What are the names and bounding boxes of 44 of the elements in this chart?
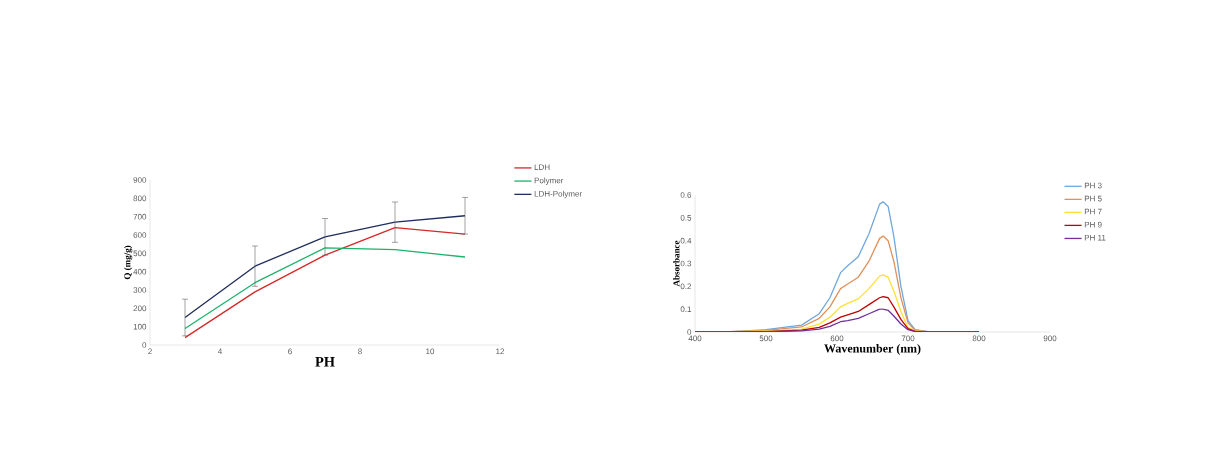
x-tick-label: 900 xyxy=(1043,335,1057,342)
legend-label: LDH xyxy=(534,164,550,170)
legend-label: PH 5 xyxy=(1084,195,1102,202)
x-tick-label: 12 xyxy=(496,348,505,355)
legend-label: PH 7 xyxy=(1084,208,1102,215)
y-tick-label: 300 xyxy=(133,287,147,293)
legend-label: PH 11 xyxy=(1084,234,1106,241)
x-tick-label: 400 xyxy=(688,335,702,342)
y-tick-label: 400 xyxy=(133,268,147,275)
x-tick-label: 500 xyxy=(759,335,773,342)
y-tick-label: 0.6 xyxy=(680,192,692,198)
y-tick-label: 0.2 xyxy=(680,283,692,290)
y-tick-label: 600 xyxy=(133,232,147,238)
line-series xyxy=(184,247,466,330)
y-tick-label: 0 xyxy=(687,329,692,335)
y-tick-label: 200 xyxy=(133,305,147,312)
line-series xyxy=(184,215,466,319)
x-axis-title: PH xyxy=(315,357,335,367)
y-tick-label: 800 xyxy=(133,195,147,202)
y-tick-label: 100 xyxy=(133,323,147,330)
y-tick-label: 500 xyxy=(133,250,147,257)
y-tick-label: 700 xyxy=(133,213,147,220)
x-tick-label: 8 xyxy=(358,348,362,355)
x-tick-label: 4 xyxy=(217,348,222,355)
x-tick-label: 2 xyxy=(148,348,152,355)
legend-label: PH 3 xyxy=(1084,182,1102,189)
y-tick-label: 0.3 xyxy=(680,260,692,267)
y-axis-title: Q (mg/g) xyxy=(124,245,133,280)
x-tick-label: 6 xyxy=(288,348,292,355)
y-axis-title: Absorbance xyxy=(673,240,680,287)
y-tick-label: 0.1 xyxy=(680,306,692,312)
x-tick-label: 10 xyxy=(426,348,435,355)
y-tick-label: 0 xyxy=(142,342,147,348)
y-tick-label: 900 xyxy=(133,177,147,183)
y-tick-label: 0.4 xyxy=(680,237,692,244)
legend-label: PH 9 xyxy=(1084,221,1102,228)
line-series xyxy=(695,308,980,332)
legend-label: LDH-Polymer xyxy=(534,190,582,199)
x-axis-title: Wavenumber (nm) xyxy=(824,344,921,355)
x-tick-label: 700 xyxy=(901,335,915,342)
x-tick-label: 600 xyxy=(830,335,844,342)
y-tick-label: 0.5 xyxy=(680,215,692,221)
legend-label: Polymer xyxy=(534,177,564,185)
x-tick-label: 800 xyxy=(972,335,986,342)
